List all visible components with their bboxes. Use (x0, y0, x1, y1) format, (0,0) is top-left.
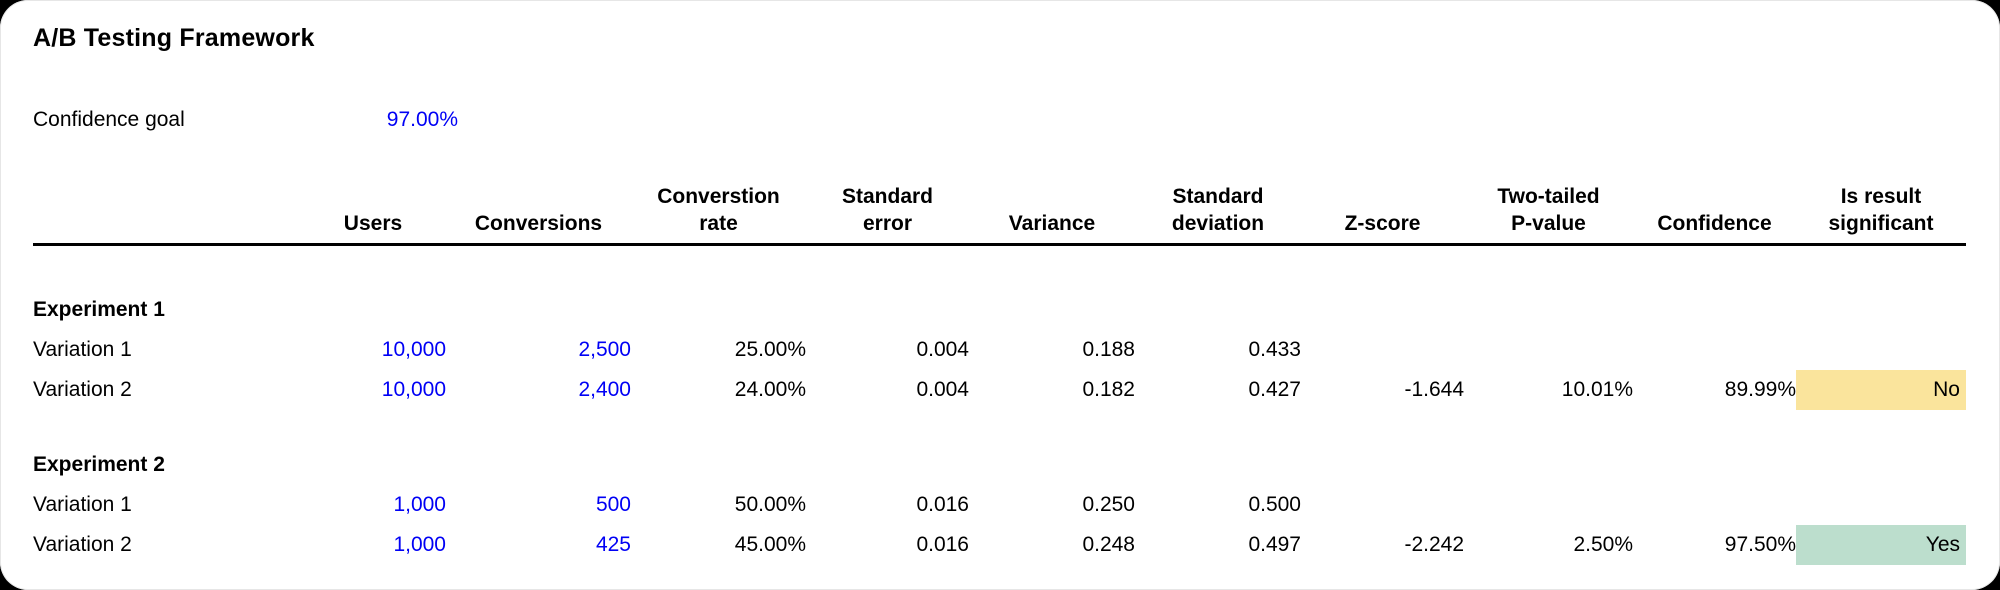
confidence-goal-value[interactable]: 97.00% (386, 108, 458, 131)
confidence-goal-row: Confidence goal 97.00% (33, 108, 2000, 132)
standard-error-cell: 0.004 (916, 377, 969, 401)
header-users: Users (300, 183, 446, 246)
standard-error-cell: 0.004 (916, 337, 969, 361)
z-score-cell (1301, 485, 1464, 525)
significant-cell (1796, 485, 1966, 525)
z-score-cell (1301, 330, 1464, 370)
header-variance: Variance (969, 183, 1135, 246)
conversions-cell[interactable]: 2,500 (578, 337, 631, 361)
significant-cell-highlighted: Yes (1796, 524, 1966, 565)
standard-error-cell: 0.016 (916, 532, 969, 556)
p-value-cell: 2.50% (1573, 532, 1633, 556)
z-score-cell: -2.242 (1404, 532, 1464, 556)
users-cell[interactable]: 10,000 (381, 337, 446, 361)
standard-deviation-cell: 0.500 (1248, 492, 1301, 516)
row-label: Variation 2 (33, 377, 132, 401)
header-p-value: Two-tailed P-value (1464, 183, 1633, 246)
users-cell[interactable]: 10,000 (381, 377, 446, 401)
header-significant: Is result significant (1796, 183, 1966, 246)
header-z-score: Z-score (1301, 183, 1464, 246)
p-value-cell (1464, 485, 1633, 525)
confidence-cell: 97.50% (1724, 532, 1796, 556)
ab-test-table: Users Conversions Converstion rate Stand… (33, 183, 1966, 565)
conversions-cell[interactable]: 500 (595, 492, 631, 516)
variance-cell: 0.248 (1082, 532, 1135, 556)
conversion-rate-cell: 50.00% (734, 492, 806, 516)
p-value-cell: 10.01% (1561, 377, 1633, 401)
conversions-cell[interactable]: 2,400 (578, 377, 631, 401)
header-conversions: Conversions (446, 183, 631, 246)
conversion-rate-cell: 24.00% (734, 377, 806, 401)
standard-error-cell: 0.016 (916, 492, 969, 516)
variance-cell: 0.250 (1082, 492, 1135, 516)
variance-cell: 0.188 (1082, 337, 1135, 361)
experiment-label: Experiment 1 (33, 297, 165, 321)
table-row-exp2-var2: Variation 2 1,000 425 45.00% 0.016 0.248… (33, 524, 1966, 565)
variance-cell: 0.182 (1082, 377, 1135, 401)
standard-deviation-cell: 0.497 (1248, 532, 1301, 556)
experiment-1-label-row: Experiment 1 (33, 290, 1966, 330)
standard-deviation-cell: 0.427 (1248, 377, 1301, 401)
p-value-cell (1464, 330, 1633, 370)
row-label: Variation 1 (33, 492, 132, 516)
header-confidence: Confidence (1633, 183, 1796, 246)
spacer-row (33, 410, 1966, 445)
spacer-row (33, 245, 1966, 290)
page-title: A/B Testing Framework (33, 24, 315, 52)
row-label: Variation 1 (33, 337, 132, 361)
conversion-rate-cell: 45.00% (734, 532, 806, 556)
header-row: Users Conversions Converstion rate Stand… (33, 183, 1966, 246)
header-blank (33, 183, 300, 246)
header-standard-deviation: Standard deviation (1135, 183, 1301, 246)
z-score-cell: -1.644 (1404, 377, 1464, 401)
significant-cell (1796, 330, 1966, 370)
conversions-cell[interactable]: 425 (595, 532, 631, 556)
significant-cell-highlighted: No (1796, 369, 1966, 410)
experiment-2-label-row: Experiment 2 (33, 445, 1966, 485)
confidence-cell (1633, 330, 1796, 370)
confidence-goal-label: Confidence goal (33, 108, 185, 131)
conversion-rate-cell: 25.00% (734, 337, 806, 361)
users-cell[interactable]: 1,000 (393, 492, 446, 516)
confidence-cell: 89.99% (1724, 377, 1796, 401)
users-cell[interactable]: 1,000 (393, 532, 446, 556)
header-conversion-rate: Converstion rate (631, 183, 806, 246)
table-row-exp1-var2: Variation 2 10,000 2,400 24.00% 0.004 0.… (33, 369, 1966, 410)
table-row-exp2-var1: Variation 1 1,000 500 50.00% 0.016 0.250… (33, 485, 1966, 525)
confidence-cell (1633, 485, 1796, 525)
header-standard-error: Standard error (806, 183, 969, 246)
experiment-label: Experiment 2 (33, 452, 165, 476)
table-row-exp1-var1: Variation 1 10,000 2,500 25.00% 0.004 0.… (33, 330, 1966, 370)
standard-deviation-cell: 0.433 (1248, 337, 1301, 361)
row-label: Variation 2 (33, 532, 132, 556)
